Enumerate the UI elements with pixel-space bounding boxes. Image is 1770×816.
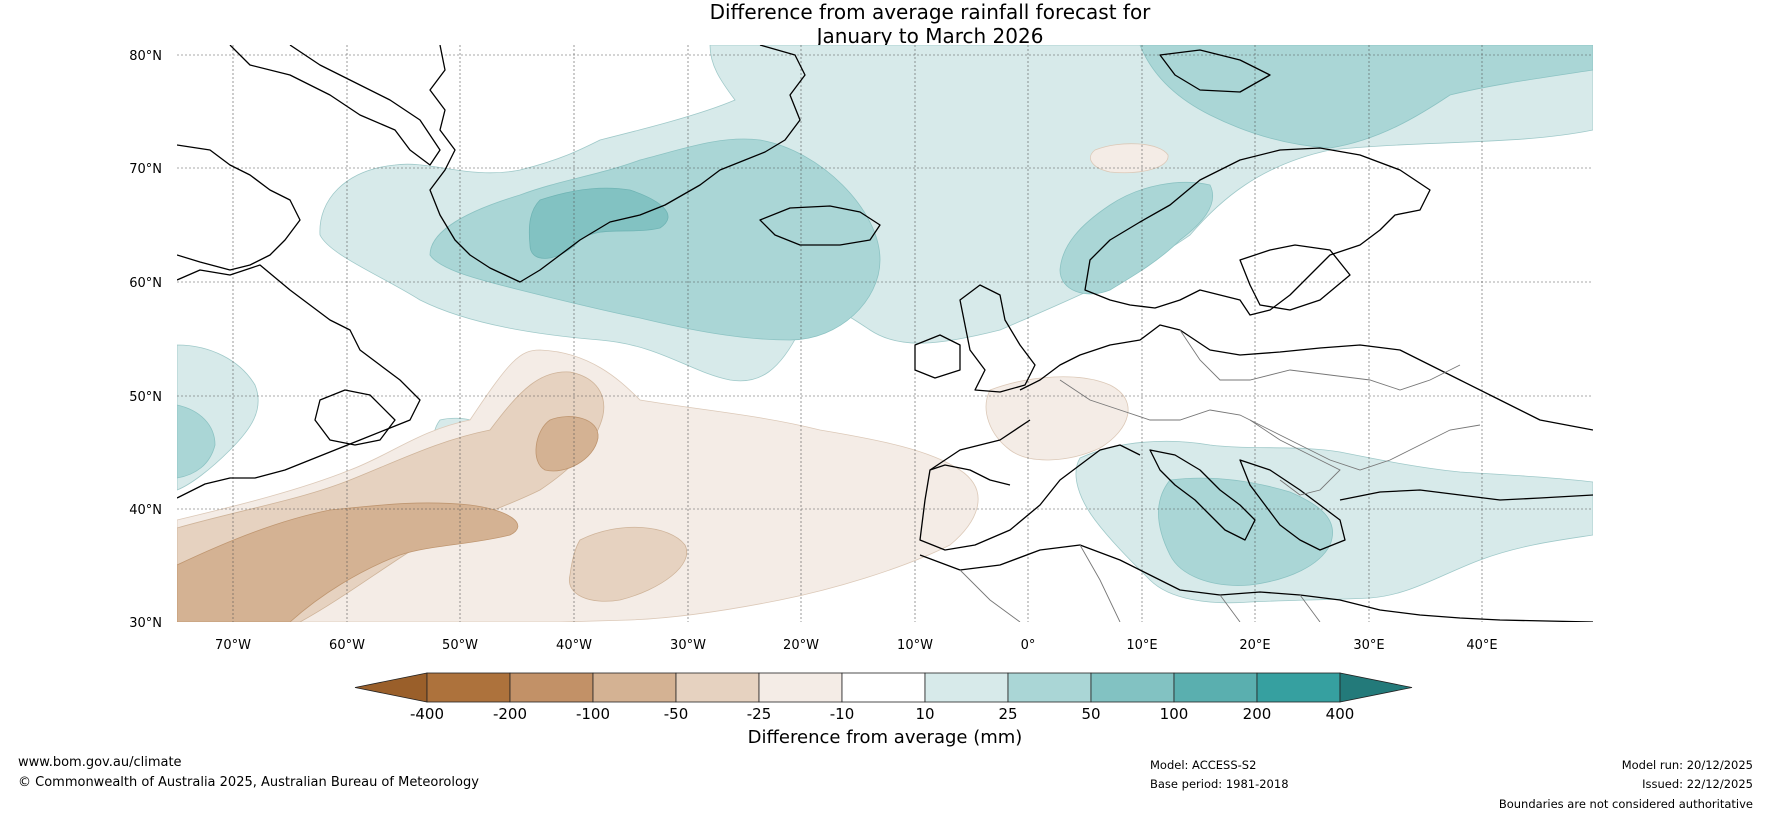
coastline-balkans: [1239, 459, 1346, 551]
lon-label: 10°E: [1126, 638, 1157, 653]
title-line-1: Difference from average rainfall forecas…: [709, 0, 1151, 24]
colorbar-tick-label: -400: [410, 705, 444, 723]
colorbar-segment: [1256, 672, 1341, 703]
colorbar-extend-high: [1339, 672, 1413, 703]
colorbar-tick-label: -200: [493, 705, 527, 723]
issued-text: Issued: 22/12/2025: [1642, 777, 1753, 791]
wet-anomaly-barents: [1139, 45, 1593, 149]
lon-label: 70°W: [215, 638, 251, 653]
lat-label: 30°N: [129, 616, 162, 631]
map-title: Difference from average rainfall forecas…: [540, 0, 1320, 48]
colorbar-segment: [1090, 672, 1175, 703]
coastline-ireland: [914, 334, 961, 379]
coastline-turkey: [1339, 489, 1593, 501]
coastline-iceland: [759, 205, 881, 246]
lon-label: 60°W: [329, 638, 365, 653]
coastline-britain: [959, 284, 1036, 393]
lat-label: 70°N: [129, 162, 162, 177]
colorbar-tick-label: 400: [1326, 705, 1355, 723]
dry-anomaly-band-3b: [535, 416, 599, 472]
lat-label: 40°N: [129, 503, 162, 518]
colorbar-extend-low: [354, 672, 428, 703]
colorbar-title: Difference from average (mm): [747, 727, 1023, 748]
wet-anomaly-labrador-core: [177, 404, 216, 479]
lon-label: 0°: [1021, 638, 1036, 653]
colorbar-tick-label: -50: [664, 705, 689, 723]
title-line-2: January to March 2026: [816, 24, 1044, 48]
wet-anomaly-norway: [1059, 181, 1213, 295]
colorbar: -400 -200 -100 -50 -25 -10 10 25 50 100 200 400: [354, 672, 1413, 723]
disclaimer-text: Boundaries are not considered authoritat…: [1498, 797, 1753, 811]
coastline-italy: [1149, 449, 1256, 541]
map-plot-area: [177, 45, 1593, 622]
borders-central-europe: [1059, 379, 1481, 471]
lon-label: 30°W: [670, 638, 706, 653]
lat-label: 50°N: [129, 390, 162, 405]
colorbar-tick-label: -25: [747, 705, 772, 723]
coastline-labrador: [177, 264, 421, 499]
lon-label: 20°W: [783, 638, 819, 653]
colorbar-segment: [509, 672, 594, 703]
colorbar-segment: [426, 672, 511, 703]
coastline-newfoundland: [314, 389, 396, 446]
longitude-labels: 70°W 60°W 50°W 40°W 30°W 20°W 10°W 0° 10…: [215, 638, 1498, 653]
borders-north-africa: [959, 544, 1321, 622]
colorbar-tick-label: -100: [576, 705, 610, 723]
lon-label: 30°E: [1353, 638, 1384, 653]
dry-anomaly-band-2b: [569, 526, 688, 602]
coastline-scandinavia: [1084, 147, 1431, 316]
colorbar-segment: [924, 672, 1009, 703]
coastline-continental-europe: [1019, 324, 1593, 431]
coastline-baltic: [1239, 244, 1351, 311]
colorbar-tick-label: 25: [998, 705, 1017, 723]
lon-label: 40°E: [1466, 638, 1497, 653]
colorbar-segment: [841, 672, 926, 703]
colorbar-segment: [675, 672, 760, 703]
wet-anomaly-greenland-core: [528, 187, 669, 259]
coastline-iberia: [919, 419, 1141, 551]
copyright-text: © Commonwealth of Australia 2025, Austra…: [18, 775, 479, 790]
lat-label: 80°N: [129, 49, 162, 64]
colorbar-segment: [1007, 672, 1092, 703]
lat-label: 60°N: [129, 276, 162, 291]
colorbar-tick-label: -10: [830, 705, 855, 723]
wet-anomaly-aegean: [1158, 477, 1333, 586]
borders-balkans: [1249, 419, 1341, 496]
lon-label: 50°W: [442, 638, 478, 653]
coastline-ellesmere: [229, 45, 441, 166]
colorbar-segment: [1173, 672, 1258, 703]
wet-anomaly-greenland-sea: [429, 138, 881, 341]
colorbar-segment: [758, 672, 843, 703]
colorbar-tick-label: 100: [1160, 705, 1189, 723]
coastline-svalbard: [1159, 49, 1271, 93]
dry-anomaly-iceland-sea: [1090, 143, 1169, 174]
colorbar-tick-label: 10: [915, 705, 934, 723]
borders-east-europe: [1179, 329, 1461, 391]
coastline-greenland: [429, 45, 806, 283]
latitude-labels: 80°N 70°N 60°N 50°N 40°N 30°N: [129, 49, 162, 631]
model-run-text: Model run: 20/12/2025: [1621, 758, 1753, 772]
rainfall-anomaly-layer: [177, 45, 1593, 622]
lon-label: 40°W: [556, 638, 592, 653]
dry-anomaly-iberia: [985, 376, 1129, 461]
lon-label: 20°E: [1239, 638, 1270, 653]
graticule: [177, 45, 1593, 622]
country-borders: [959, 329, 1481, 622]
model-text: Model: ACCESS-S2: [1150, 758, 1257, 772]
website-link[interactable]: www.bom.gov.au/climate: [18, 755, 182, 770]
lon-label: 10°W: [897, 638, 933, 653]
colorbar-tick-label: 50: [1081, 705, 1100, 723]
colorbar-segment: [592, 672, 677, 703]
dry-anomaly-band-3: [177, 502, 519, 622]
colorbar-tick-label: 200: [1243, 705, 1272, 723]
coastline-baffin: [177, 144, 301, 271]
base-period-text: Base period: 1981-2018: [1150, 777, 1289, 791]
coastline-iberia-outline: [929, 464, 1011, 486]
